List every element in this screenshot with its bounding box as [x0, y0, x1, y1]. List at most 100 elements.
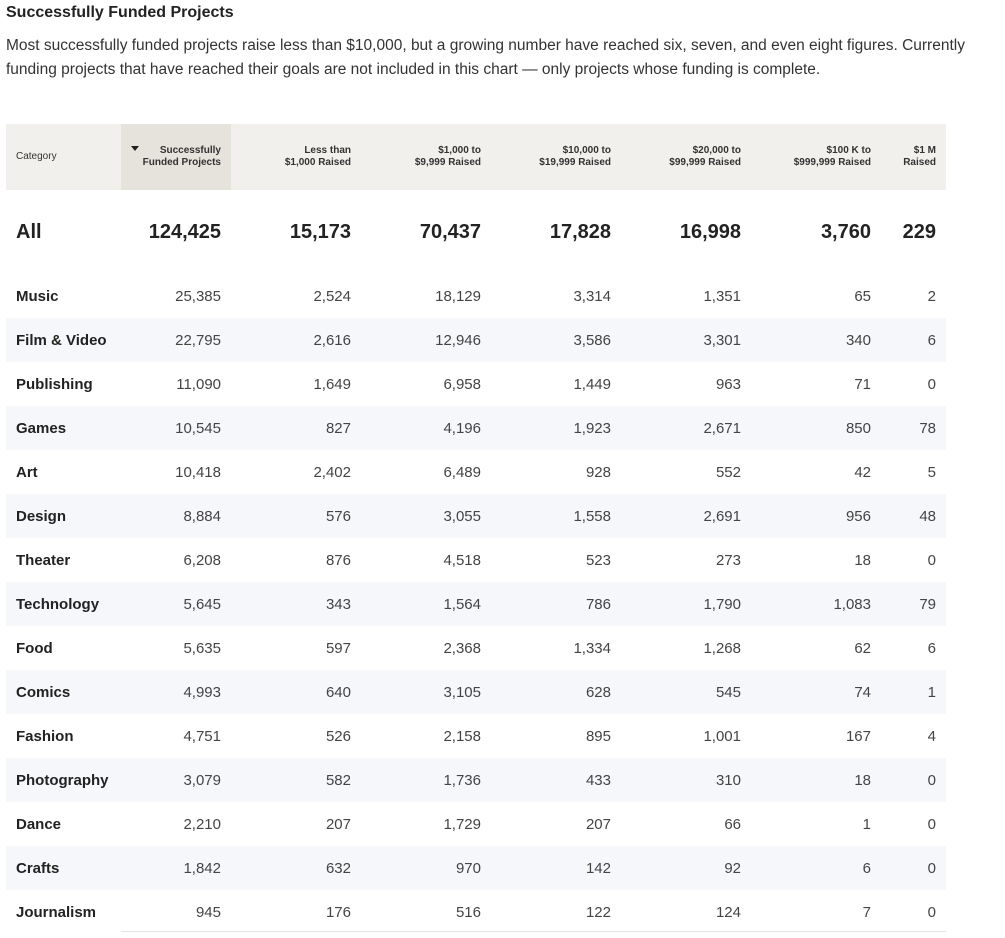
column-header-lt1k[interactable]: Less than $1,000 Raised — [231, 124, 361, 190]
table-row-all: All 124,425 15,173 70,437 17,828 16,998 3,760 2… — [6, 190, 946, 274]
cell-total: 10,545 — [121, 406, 231, 450]
column-header-1m[interactable]: $1 M Raised — [881, 124, 946, 190]
cell-1k_10k: 3,055 — [361, 494, 491, 538]
cell-1k_10k: 18,129 — [435, 287, 481, 305]
cell-20k_100k: 66 — [724, 815, 741, 833]
cell-100k_1m: 167 — [845, 727, 871, 745]
cell-total: 22,795 — [121, 318, 231, 362]
cell-lt1k: 640 — [231, 670, 361, 714]
row-category: Dance — [16, 815, 62, 833]
cell-total: 5,645 — [121, 582, 231, 626]
cell-lt1k: 526 — [325, 727, 351, 745]
cell-total: 945 — [195, 903, 221, 921]
cell-20k_100k: 545 — [621, 670, 751, 714]
cell-100k_1m: 18 — [751, 758, 881, 802]
cell-10k_20k: 122 — [585, 903, 611, 921]
row-category: Food — [16, 639, 53, 657]
cell-10k_20k: 628 — [491, 670, 621, 714]
table-row: Food 5,635 597 2,368 1,334 1,268 62 6 — [6, 626, 946, 670]
cell-10k_20k: 3,314 — [573, 287, 611, 305]
funded-projects-table-wrapper: Category Successfully Funded Projects Less … — [6, 124, 946, 934]
column-header-label: $10,000 to — [562, 145, 611, 156]
cell-10k_20k: 3,586 — [491, 318, 621, 362]
table-row: Comics 4,993 640 3,105 628 545 74 1 — [6, 670, 946, 714]
column-header-1k_10k[interactable]: $1,000 to $9,999 Raised — [361, 124, 491, 190]
cell-10k_20k: 928 — [585, 463, 611, 481]
row-category: Fashion — [16, 727, 74, 745]
cell-lt1k: 597 — [325, 639, 351, 657]
column-header-label: $1,000 Raised — [284, 157, 351, 168]
cell-total: 25,385 — [175, 287, 221, 305]
cell-100k_1m: 7 — [862, 903, 871, 921]
column-header-total[interactable]: Successfully Funded Projects — [121, 124, 231, 190]
column-header-label: Funded Projects — [142, 157, 221, 168]
cell-100k_1m: 340 — [751, 318, 881, 362]
table-row: Journalism 945 176 516 122 124 7 0 — [6, 890, 946, 934]
row-category: Crafts — [6, 846, 121, 890]
cell-100k_1m: 62 — [854, 639, 871, 657]
table-body: All 124,425 15,173 70,437 17,828 16,998 3,760 2… — [6, 190, 946, 934]
column-header-label: Less than — [304, 145, 351, 156]
cell-lt1k: 632 — [231, 846, 361, 890]
cell-1m: 0 — [881, 846, 946, 890]
cell-100k_1m: 74 — [751, 670, 881, 714]
column-header-10k_20k[interactable]: $10,000 to $19,999 Raised — [491, 124, 621, 190]
cell-lt1k: 827 — [231, 406, 361, 450]
column-header-label: $9,999 Raised — [414, 157, 481, 168]
cell-total: 8,884 — [121, 494, 231, 538]
cell-lt1k: 207 — [325, 815, 351, 833]
row-category: Film & Video — [6, 318, 121, 362]
column-header-20k_100k[interactable]: $20,000 to $99,999 Raised — [621, 124, 751, 190]
cell-10k_20k: 1,558 — [491, 494, 621, 538]
cell-1m: 2 — [927, 287, 936, 305]
table-row: Technology 5,645 343 1,564 786 1,790 1,083 79 — [6, 582, 946, 626]
table-row: Crafts 1,842 632 970 142 92 6 0 — [6, 846, 946, 890]
cell-100k_1m: 18 — [854, 551, 871, 569]
cell-20k_100k: 2,691 — [621, 494, 751, 538]
cell-1k_10k: 70,437 — [419, 220, 481, 243]
funded-projects-table: Category Successfully Funded Projects Less … — [6, 124, 946, 934]
column-header-label: Successfully — [159, 145, 221, 156]
cell-1m: 1 — [881, 670, 946, 714]
cell-100k_1m: 3,760 — [820, 220, 871, 243]
cell-lt1k: 876 — [325, 551, 351, 569]
table-row: Dance 2,210 207 1,729 207 66 1 0 — [6, 802, 946, 846]
row-category: Comics — [6, 670, 121, 714]
cell-1m: 0 — [927, 551, 936, 569]
cell-total: 1,842 — [121, 846, 231, 890]
row-category: Journalism — [16, 903, 97, 921]
chart-description: Most successfully funded projects raise … — [6, 37, 965, 78]
cell-20k_100k: 963 — [715, 375, 741, 393]
cell-100k_1m: 42 — [854, 463, 871, 481]
table-row: Games 10,545 827 4,196 1,923 2,671 850 78 — [6, 406, 946, 450]
table-row: Music 25,385 2,524 18,129 3,314 1,351 65 2 — [6, 274, 946, 318]
column-header-label: $99,999 Raised — [669, 157, 741, 168]
cell-20k_100k: 124 — [715, 903, 741, 921]
cell-lt1k: 576 — [231, 494, 361, 538]
cell-1m: 48 — [881, 494, 946, 538]
table-row: Film & Video 22,795 2,616 12,946 3,586 3,301 3… — [6, 318, 946, 362]
cell-lt1k: 2,402 — [313, 463, 351, 481]
cell-100k_1m: 850 — [751, 406, 881, 450]
column-header-label: Raised — [903, 157, 936, 168]
cell-10k_20k: 1,334 — [573, 639, 611, 657]
cell-1m: 0 — [927, 375, 936, 393]
cell-10k_20k: 1,923 — [491, 406, 621, 450]
cell-1k_10k: 3,105 — [361, 670, 491, 714]
cell-1m: 229 — [902, 220, 936, 243]
cell-10k_20k: 207 — [585, 815, 611, 833]
cell-lt1k: 1,649 — [313, 375, 351, 393]
cell-20k_100k: 552 — [715, 463, 741, 481]
cell-10k_20k: 786 — [491, 582, 621, 626]
cell-lt1k: 343 — [231, 582, 361, 626]
cell-20k_100k: 92 — [621, 846, 751, 890]
cell-1k_10k: 6,958 — [443, 375, 481, 393]
row-category: Publishing — [16, 375, 93, 393]
cell-1m: 78 — [881, 406, 946, 450]
column-header-100k_1m[interactable]: $100 K to $999,999 Raised — [751, 124, 881, 190]
column-header-category[interactable]: Category — [6, 124, 121, 190]
cell-20k_100k: 3,301 — [621, 318, 751, 362]
cell-10k_20k: 1,449 — [573, 375, 611, 393]
cell-1k_10k: 4,518 — [443, 551, 481, 569]
row-category: Theater — [16, 551, 71, 569]
